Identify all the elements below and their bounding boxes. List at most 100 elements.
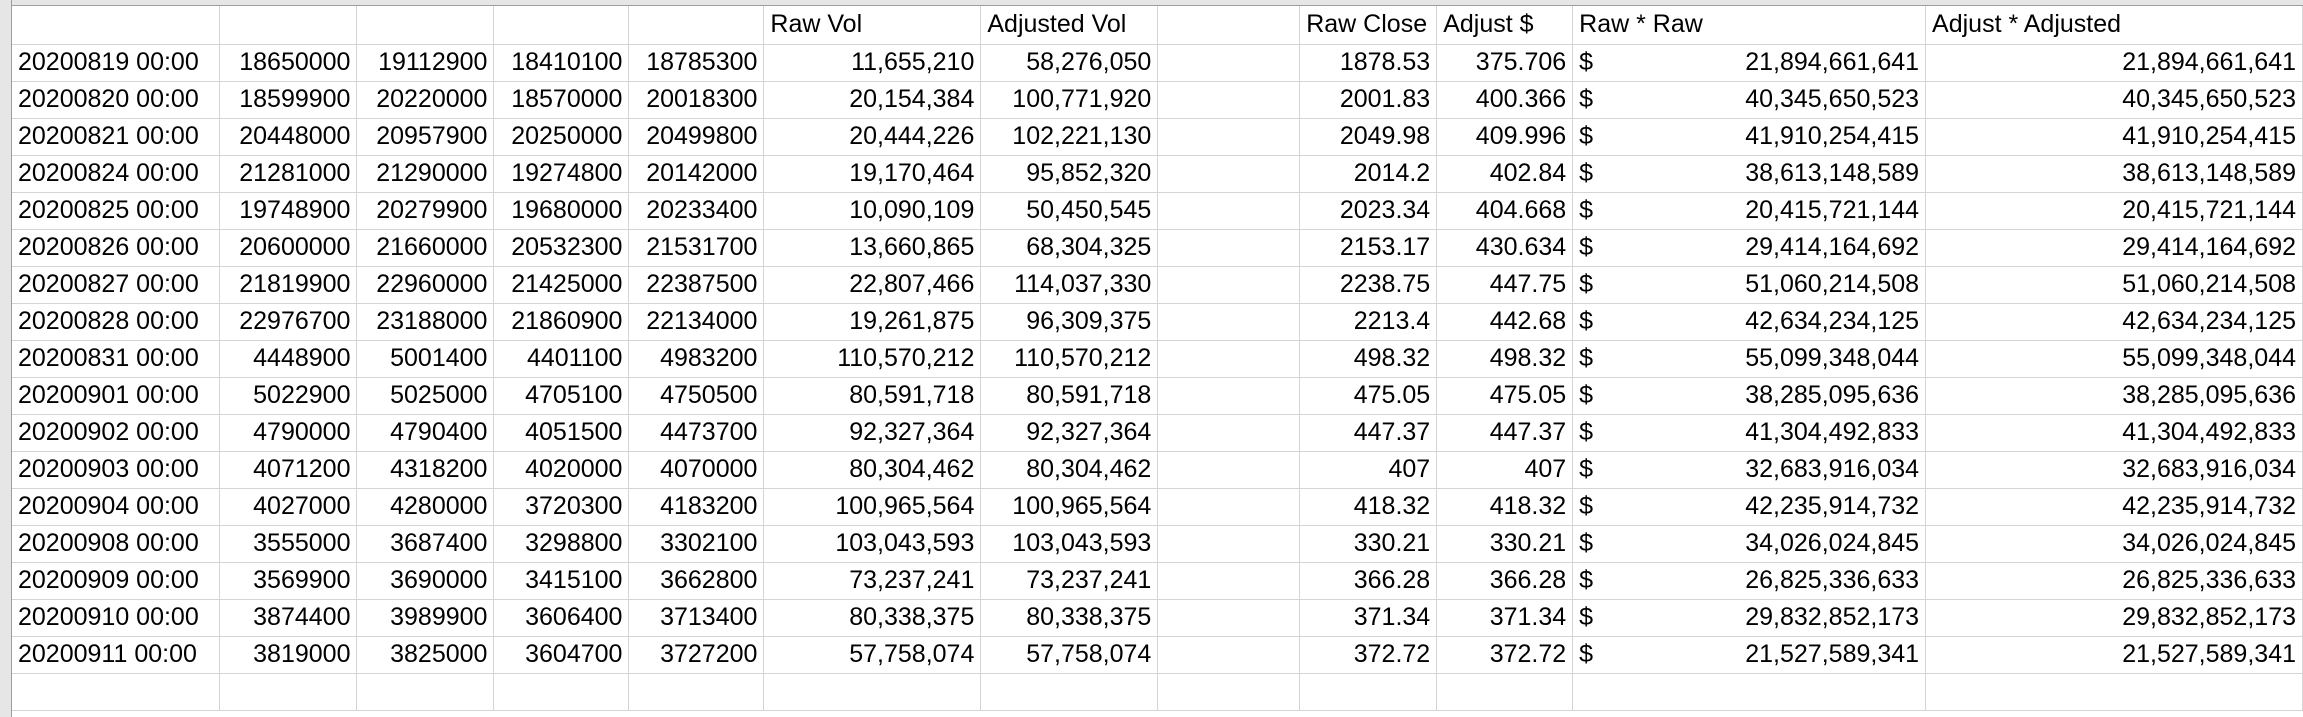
cell[interactable]: 100,965,564 [980, 488, 1159, 526]
cell[interactable]: 20200909 00:00 [12, 562, 221, 600]
cell[interactable]: 20499800 [628, 118, 765, 156]
cell[interactable]: 371.34 [1299, 599, 1438, 637]
cell[interactable]: $38,285,095,636 [1572, 377, 1927, 415]
cell[interactable]: 3415100 [493, 562, 630, 600]
cell[interactable]: 23188000 [356, 303, 495, 341]
cell[interactable]: 20200824 00:00 [12, 155, 221, 193]
cell[interactable] [980, 673, 1159, 711]
cell[interactable]: 4705100 [493, 377, 630, 415]
cell[interactable] [1157, 192, 1301, 230]
cell[interactable] [1157, 636, 1301, 674]
cell[interactable]: $55,099,348,044 [1572, 340, 1927, 378]
cell[interactable]: $40,345,650,523 [1572, 81, 1927, 119]
cell[interactable]: 20600000 [219, 229, 358, 267]
cell[interactable]: 407 [1436, 451, 1574, 489]
cell[interactable]: 407 [1299, 451, 1438, 489]
cell[interactable]: 20200820 00:00 [12, 81, 221, 119]
cell[interactable]: 20200826 00:00 [12, 229, 221, 267]
cell[interactable]: $21,894,661,641 [1572, 44, 1927, 82]
cell[interactable]: 19680000 [493, 192, 630, 230]
cell[interactable]: 375.706 [1436, 44, 1574, 82]
cell[interactable] [493, 673, 630, 711]
cell[interactable]: 21290000 [356, 155, 495, 193]
column-header-cell[interactable] [219, 6, 358, 45]
cell[interactable] [1299, 673, 1438, 711]
cell[interactable]: 20200831 00:00 [12, 340, 221, 378]
cell[interactable]: 20200821 00:00 [12, 118, 221, 156]
cell[interactable]: 21,894,661,641 [1925, 44, 2303, 82]
column-header-cell[interactable] [628, 6, 765, 45]
cell[interactable]: 4790000 [219, 414, 358, 452]
cell[interactable]: 68,304,325 [980, 229, 1159, 267]
cell[interactable]: 29,414,164,692 [1925, 229, 2303, 267]
cell[interactable]: 4280000 [356, 488, 495, 526]
cell[interactable]: 110,570,212 [763, 340, 982, 378]
cell[interactable]: 100,965,564 [763, 488, 982, 526]
column-header-cell[interactable]: Adjust * Adjusted [1925, 6, 2303, 45]
cell[interactable]: 2001.83 [1299, 81, 1438, 119]
cell[interactable]: 20250000 [493, 118, 630, 156]
cell[interactable] [1157, 81, 1301, 119]
cell[interactable]: $38,613,148,589 [1572, 155, 1927, 193]
cell[interactable]: 40,345,650,523 [1925, 81, 2303, 119]
cell[interactable]: 4051500 [493, 414, 630, 452]
cell[interactable]: 95,852,320 [980, 155, 1159, 193]
cell[interactable] [1157, 377, 1301, 415]
cell[interactable] [356, 673, 495, 711]
cell[interactable]: 18599900 [219, 81, 358, 119]
cell[interactable]: 42,634,234,125 [1925, 303, 2303, 341]
cell[interactable] [1157, 303, 1301, 341]
cell[interactable]: 20200910 00:00 [12, 599, 221, 637]
cell[interactable]: 20200904 00:00 [12, 488, 221, 526]
cell[interactable]: 57,758,074 [763, 636, 982, 674]
cell[interactable]: 51,060,214,508 [1925, 266, 2303, 304]
cell[interactable]: 110,570,212 [980, 340, 1159, 378]
cell[interactable] [1157, 44, 1301, 82]
column-header-cell[interactable] [356, 6, 495, 45]
cell[interactable]: 80,304,462 [763, 451, 982, 489]
cell[interactable]: 13,660,865 [763, 229, 982, 267]
column-header-cell[interactable] [12, 6, 221, 45]
cell[interactable]: 2153.17 [1299, 229, 1438, 267]
cell[interactable]: 330.21 [1299, 525, 1438, 563]
cell[interactable]: 366.28 [1299, 562, 1438, 600]
cell[interactable]: 34,026,024,845 [1925, 525, 2303, 563]
cell[interactable]: 4071200 [219, 451, 358, 489]
cell[interactable]: 103,043,593 [980, 525, 1159, 563]
cell[interactable]: 3298800 [493, 525, 630, 563]
cell[interactable] [1157, 229, 1301, 267]
cell[interactable]: 21660000 [356, 229, 495, 267]
cell[interactable]: 96,309,375 [980, 303, 1159, 341]
cell[interactable] [1436, 673, 1574, 711]
cell[interactable]: 92,327,364 [980, 414, 1159, 452]
cell[interactable] [1157, 525, 1301, 563]
cell[interactable]: 366.28 [1436, 562, 1574, 600]
cell[interactable]: 20200828 00:00 [12, 303, 221, 341]
cell[interactable]: 404.668 [1436, 192, 1574, 230]
cell[interactable]: 21860900 [493, 303, 630, 341]
cell[interactable]: 50,450,545 [980, 192, 1159, 230]
column-header-cell[interactable] [1157, 6, 1301, 45]
cell[interactable]: 100,771,920 [980, 81, 1159, 119]
cell[interactable]: 4790400 [356, 414, 495, 452]
cell[interactable]: 22,807,466 [763, 266, 982, 304]
column-header-cell[interactable]: Raw Close [1299, 6, 1438, 45]
cell[interactable]: $34,026,024,845 [1572, 525, 1927, 563]
cell[interactable]: 3662800 [628, 562, 765, 600]
cell[interactable]: 475.05 [1299, 377, 1438, 415]
cell[interactable]: 4070000 [628, 451, 765, 489]
cell[interactable]: 21281000 [219, 155, 358, 193]
cell[interactable]: 18410100 [493, 44, 630, 82]
cell[interactable]: 4473700 [628, 414, 765, 452]
cell[interactable]: $42,235,914,732 [1572, 488, 1927, 526]
cell[interactable] [1157, 266, 1301, 304]
cell[interactable]: 475.05 [1436, 377, 1574, 415]
cell[interactable]: 5001400 [356, 340, 495, 378]
cell[interactable]: 20200911 00:00 [12, 636, 221, 674]
cell[interactable]: 20,444,226 [763, 118, 982, 156]
cell[interactable]: $51,060,214,508 [1572, 266, 1927, 304]
cell[interactable]: 447.37 [1436, 414, 1574, 452]
cell[interactable]: 3819000 [219, 636, 358, 674]
cell[interactable]: 2023.34 [1299, 192, 1438, 230]
column-header-cell[interactable]: Adjust $ [1436, 6, 1574, 45]
